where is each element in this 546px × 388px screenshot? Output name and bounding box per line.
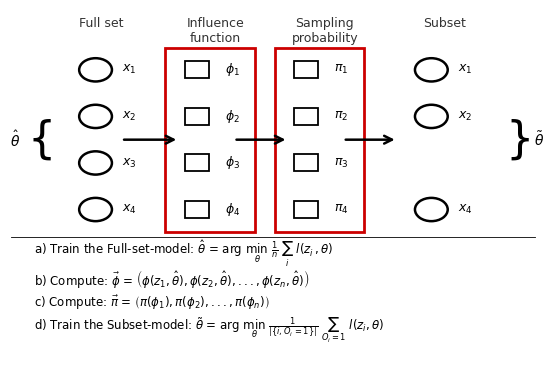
Bar bbox=[294, 201, 318, 218]
Bar bbox=[185, 201, 209, 218]
Text: $\{$: $\{$ bbox=[27, 117, 52, 162]
Text: $\pi_2$: $\pi_2$ bbox=[334, 110, 348, 123]
Text: b) Compute: $\vec{\phi}$ = $\left(\phi(z_1, \hat{\theta}),\phi(z_2, \hat{\theta}: b) Compute: $\vec{\phi}$ = $\left(\phi(z… bbox=[34, 268, 309, 290]
Bar bbox=[294, 154, 318, 171]
Bar bbox=[185, 154, 209, 171]
Text: $x_2$: $x_2$ bbox=[458, 110, 472, 123]
Text: $x_4$: $x_4$ bbox=[122, 203, 136, 216]
Text: d) Train the Subset-model: $\tilde{\theta}$ = arg $\min_{\theta}$ $\frac{1}{|\{i: d) Train the Subset-model: $\tilde{\thet… bbox=[34, 316, 384, 345]
Text: $\hat{\theta}$: $\hat{\theta}$ bbox=[10, 130, 20, 150]
Text: $\phi_4$: $\phi_4$ bbox=[225, 201, 240, 218]
Bar bbox=[185, 108, 209, 125]
Text: $x_3$: $x_3$ bbox=[122, 156, 136, 170]
Bar bbox=[165, 48, 255, 232]
Text: Sampling
probability: Sampling probability bbox=[292, 17, 358, 45]
Text: $\tilde{\theta}$: $\tilde{\theta}$ bbox=[535, 130, 544, 149]
Text: $\phi_3$: $\phi_3$ bbox=[225, 154, 240, 171]
Text: a) Train the Full-set-model: $\hat{\theta}$ = arg $\min_{\theta}$ $\frac{1}{n}$ : a) Train the Full-set-model: $\hat{\thet… bbox=[34, 239, 333, 269]
Text: $\pi_4$: $\pi_4$ bbox=[334, 203, 349, 216]
Text: $x_1$: $x_1$ bbox=[458, 63, 472, 76]
Bar bbox=[294, 61, 318, 78]
Text: Influence
function: Influence function bbox=[187, 17, 245, 45]
Text: $x_2$: $x_2$ bbox=[122, 110, 136, 123]
Text: $\pi_3$: $\pi_3$ bbox=[334, 156, 348, 170]
Text: $\phi_2$: $\phi_2$ bbox=[225, 108, 240, 125]
Text: $x_1$: $x_1$ bbox=[122, 63, 136, 76]
Text: c) Compute: $\vec{\pi}$ = $\left(\pi(\phi_1), \pi(\phi_2), ..., \pi(\phi_n)\righ: c) Compute: $\vec{\pi}$ = $\left(\pi(\ph… bbox=[34, 294, 269, 312]
Text: $\pi_1$: $\pi_1$ bbox=[334, 63, 348, 76]
Text: $x_4$: $x_4$ bbox=[458, 203, 472, 216]
Bar bbox=[294, 108, 318, 125]
Text: $\phi_1$: $\phi_1$ bbox=[225, 61, 240, 78]
Bar bbox=[275, 48, 364, 232]
Text: Subset: Subset bbox=[424, 17, 466, 31]
Text: Full set: Full set bbox=[79, 17, 123, 31]
Text: $\}$: $\}$ bbox=[505, 117, 530, 162]
Bar bbox=[185, 61, 209, 78]
